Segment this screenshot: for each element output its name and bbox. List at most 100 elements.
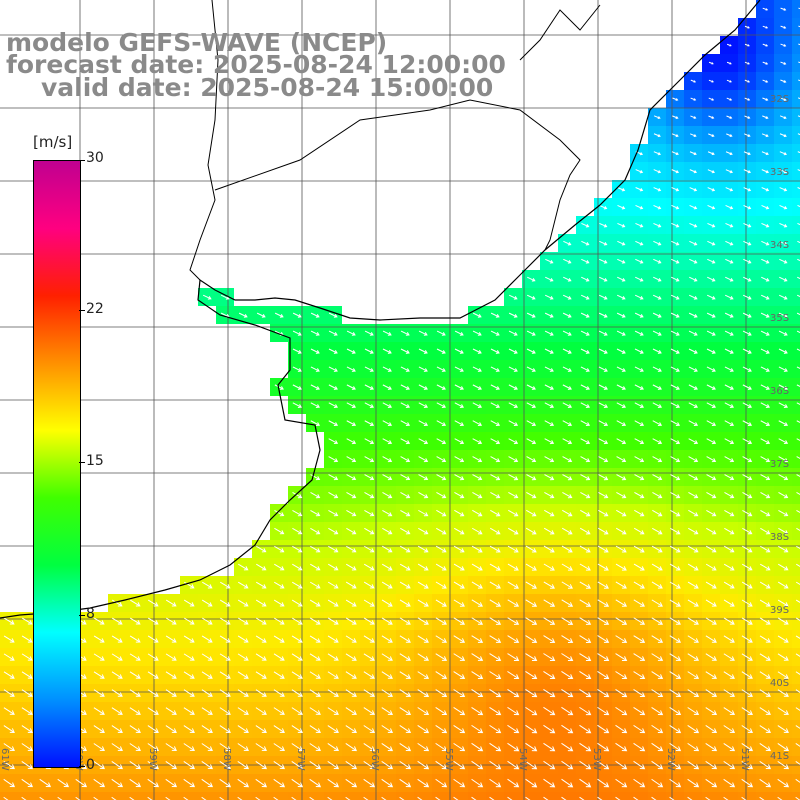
wind-arrow: [21, 617, 33, 625]
wind-arrow: [274, 527, 285, 535]
wind-arrow: [669, 635, 682, 643]
wind-arrow: [796, 384, 800, 388]
wind-arrow: [795, 725, 800, 729]
wind-arrow: [741, 653, 753, 661]
wind-arrow: [418, 438, 429, 445]
wind-arrow: [670, 456, 681, 463]
wind-cell: [792, 216, 800, 234]
wind-arrow: [3, 778, 16, 788]
wind-arrow: [562, 402, 573, 408]
wind-arrow: [616, 402, 627, 408]
wind-arrow: [616, 438, 627, 445]
wind-arrow: [147, 778, 160, 788]
wind-cell: [792, 126, 800, 144]
latitude-label: 33S: [770, 167, 789, 178]
wind-arrow: [562, 420, 573, 427]
wind-arrow: [543, 688, 556, 698]
wind-arrow: [597, 724, 610, 734]
wind-cell: [432, 792, 450, 800]
wind-arrow: [615, 742, 628, 752]
wind-arrow: [453, 545, 465, 553]
wind-arrow: [633, 563, 645, 571]
wind-arrow: [669, 581, 681, 589]
wind-arrow: [183, 778, 196, 788]
wind-arrow: [471, 689, 484, 698]
wind-arrow: [563, 258, 572, 264]
wind-arrow: [526, 474, 537, 481]
wind-arrow: [705, 796, 711, 800]
wind-arrow: [562, 366, 572, 372]
wind-arrow: [651, 635, 664, 643]
wind-arrow: [435, 635, 448, 643]
wind-arrow: [346, 348, 356, 354]
wind-arrow: [580, 438, 591, 445]
wind-arrow: [705, 563, 717, 571]
wind-arrow: [327, 599, 339, 607]
wind-arrow: [743, 187, 752, 192]
wind-arrow: [93, 689, 105, 697]
wind-arrow: [454, 402, 465, 408]
wind-arrow: [563, 240, 572, 246]
wind-arrow: [687, 742, 700, 752]
wind-arrow: [471, 778, 484, 788]
wind-arrow: [454, 420, 465, 427]
wind-arrow: [597, 653, 610, 661]
wind-arrow: [633, 545, 645, 553]
wind-arrow: [688, 402, 699, 408]
wind-arrow: [760, 294, 770, 300]
wind-arrow: [634, 491, 645, 499]
wind-arrow: [777, 635, 789, 643]
wind-arrow: [436, 527, 447, 535]
wind-arrow: [472, 420, 483, 427]
wind-arrow: [274, 509, 285, 517]
wind-arrow: [651, 760, 664, 770]
wind-arrow: [526, 509, 537, 517]
wind-arrow: [580, 509, 591, 517]
wind-arrow: [508, 348, 518, 354]
wind-arrow: [671, 222, 680, 228]
wind-arrow: [707, 258, 716, 264]
wind-arrow: [671, 169, 680, 174]
wind-arrow: [742, 366, 752, 372]
wind-arrow: [705, 635, 717, 643]
wind-arrow: [435, 689, 448, 697]
wind-arrow: [742, 456, 753, 463]
wind-arrow: [671, 240, 680, 246]
wind-arrow: [57, 796, 63, 800]
wind-arrow: [490, 474, 501, 481]
forecast-date: forecast date: 2025-08-24 12:00:00: [6, 50, 506, 79]
wind-arrow: [273, 707, 285, 715]
wind-arrow: [796, 366, 800, 370]
wind-arrow: [671, 205, 680, 210]
wind-arrow: [759, 743, 772, 752]
wind-arrow: [255, 778, 268, 788]
wind-arrow: [399, 635, 411, 643]
wind-arrow: [599, 222, 608, 228]
wind-arrow: [93, 743, 105, 752]
wind-arrow: [453, 778, 466, 788]
wind-arrow: [743, 276, 752, 282]
wind-arrow: [399, 707, 412, 715]
wind-arrow: [795, 581, 800, 585]
wind-arrow: [21, 778, 34, 788]
wind-arrow: [633, 796, 639, 800]
wind-arrow: [345, 707, 357, 715]
wind-arrow: [93, 617, 105, 625]
wind-arrow: [669, 599, 681, 607]
wind-arrow: [93, 761, 106, 770]
wind-arrow: [690, 97, 697, 101]
wind-arrow: [761, 133, 769, 138]
wind-arrow: [670, 527, 681, 535]
wind-arrow: [580, 491, 591, 499]
wind-arrow: [653, 222, 662, 228]
wind-arrow: [597, 760, 610, 770]
wind-arrow: [3, 796, 9, 800]
wind-arrow: [363, 760, 376, 770]
wind-arrow: [453, 707, 466, 716]
wind-arrow: [759, 689, 771, 697]
wind-arrow: [759, 671, 771, 679]
wind-arrow: [382, 330, 392, 336]
wind-cell: [72, 792, 90, 800]
wind-arrow: [543, 778, 556, 788]
wind-arrow: [400, 330, 410, 336]
